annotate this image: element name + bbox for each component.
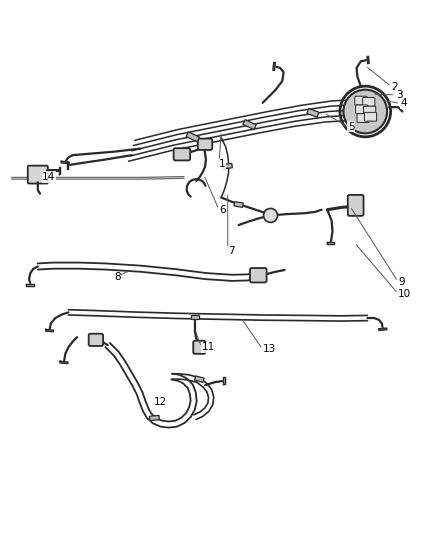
Text: 6: 6	[219, 205, 226, 215]
Polygon shape	[46, 329, 53, 332]
Bar	[194, 376, 204, 382]
Bar	[243, 119, 256, 130]
Polygon shape	[61, 161, 69, 164]
Bar	[223, 164, 232, 168]
Text: 2: 2	[392, 82, 398, 92]
Polygon shape	[59, 167, 60, 174]
Text: 11: 11	[201, 342, 215, 352]
Text: 12: 12	[153, 397, 167, 407]
Text: 3: 3	[396, 90, 403, 100]
Bar	[186, 132, 199, 142]
FancyBboxPatch shape	[348, 195, 364, 216]
Text: 14: 14	[42, 172, 56, 182]
FancyBboxPatch shape	[364, 112, 377, 121]
Polygon shape	[26, 284, 34, 286]
FancyBboxPatch shape	[173, 148, 190, 160]
FancyBboxPatch shape	[193, 341, 205, 354]
Text: 7: 7	[228, 246, 234, 256]
Polygon shape	[327, 243, 334, 244]
Polygon shape	[223, 377, 225, 384]
FancyBboxPatch shape	[357, 114, 369, 123]
Text: 8: 8	[114, 272, 121, 282]
FancyBboxPatch shape	[364, 106, 376, 115]
FancyBboxPatch shape	[88, 334, 103, 346]
Polygon shape	[273, 62, 275, 70]
Bar	[234, 201, 244, 207]
FancyBboxPatch shape	[28, 166, 48, 183]
FancyBboxPatch shape	[250, 268, 267, 282]
FancyBboxPatch shape	[198, 139, 212, 150]
FancyBboxPatch shape	[355, 96, 367, 105]
Text: 10: 10	[398, 288, 411, 298]
Bar	[149, 415, 159, 421]
Text: 1: 1	[219, 159, 226, 169]
FancyBboxPatch shape	[356, 105, 368, 114]
Polygon shape	[67, 161, 68, 169]
Circle shape	[343, 90, 387, 133]
Circle shape	[264, 208, 278, 222]
Polygon shape	[379, 328, 387, 330]
Text: 13: 13	[263, 344, 276, 354]
Polygon shape	[60, 361, 68, 364]
Text: 5: 5	[348, 122, 354, 132]
Bar	[191, 314, 199, 319]
Text: 4: 4	[400, 98, 407, 108]
FancyBboxPatch shape	[363, 98, 375, 106]
Bar	[307, 109, 319, 117]
Polygon shape	[367, 56, 369, 63]
Text: 9: 9	[398, 277, 405, 287]
